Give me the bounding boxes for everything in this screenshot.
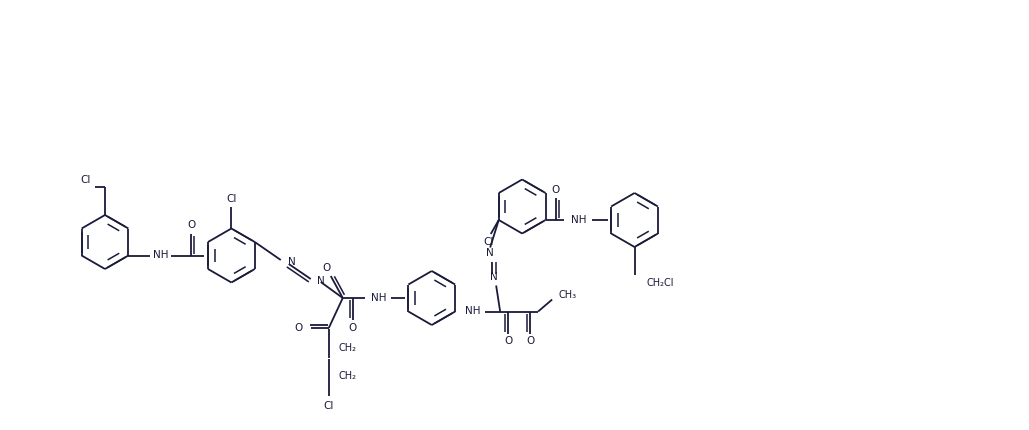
Text: O: O	[349, 323, 357, 333]
Text: Cl: Cl	[80, 175, 91, 185]
Text: N: N	[317, 276, 324, 286]
Text: Cl: Cl	[323, 401, 334, 411]
Text: O: O	[323, 263, 331, 273]
Text: CH₂Cl: CH₂Cl	[646, 278, 674, 288]
Text: CH₃: CH₃	[558, 291, 576, 301]
Text: CH₂: CH₂	[339, 343, 357, 353]
Text: O: O	[187, 221, 196, 230]
Text: Cl: Cl	[484, 237, 494, 247]
Text: N: N	[288, 257, 295, 267]
Text: N: N	[487, 249, 494, 258]
Text: Cl: Cl	[226, 194, 237, 203]
Text: O: O	[526, 337, 534, 347]
Text: N: N	[490, 273, 498, 283]
Text: NH: NH	[371, 293, 387, 303]
Text: O: O	[294, 323, 303, 333]
Text: O: O	[552, 185, 560, 195]
Text: CH₂: CH₂	[339, 371, 357, 381]
Text: NH: NH	[465, 307, 481, 316]
Text: O: O	[504, 337, 512, 347]
Text: NH: NH	[571, 215, 587, 225]
Text: NH: NH	[152, 251, 168, 261]
